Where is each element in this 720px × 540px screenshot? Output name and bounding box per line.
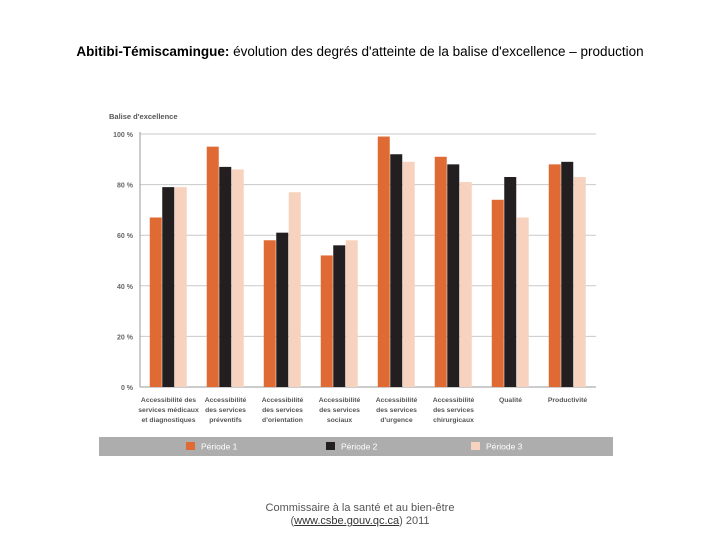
legend-label: Période 1 <box>201 442 238 452</box>
x-tick-label-line: Accessibilité <box>376 397 418 404</box>
bar <box>548 164 561 387</box>
bar <box>276 232 289 387</box>
bar <box>402 161 415 387</box>
bar <box>149 217 162 387</box>
x-tick-label-line: des services <box>376 407 417 414</box>
bar <box>573 177 586 387</box>
x-tick-label: Accessibilité des services préventifs <box>205 397 247 424</box>
page-title: Abitibi-Témiscamingue: évolution des deg… <box>0 44 720 59</box>
footer: Commissaire à la santé et au bien-être (… <box>0 502 720 528</box>
bar <box>434 156 447 387</box>
bar <box>447 164 460 387</box>
page-title-description: évolution des degrés d'atteinte de la ba… <box>229 44 644 59</box>
x-tick-label-line: d'urgence <box>380 417 412 424</box>
y-tick-label: 80 % <box>117 183 134 190</box>
legend-background <box>99 437 613 456</box>
legend-swatch <box>326 442 335 450</box>
bar <box>231 169 244 387</box>
x-tick-label-line: Accessibilité des <box>141 397 196 404</box>
footer-paren: ( <box>290 515 295 527</box>
bar <box>288 192 301 387</box>
x-tick-label-line: Accessibilité <box>205 397 247 404</box>
bar-chart-svg: Balise d'excellence 0 % 20 % 40 % 60 % 80 % 10… <box>99 112 613 456</box>
bar <box>504 177 517 387</box>
x-tick-label: Accessibilité des services sociaux <box>319 397 361 424</box>
bar <box>219 166 232 387</box>
footer-link[interactable]: www.csbe.gouv.qc.ca <box>294 515 400 527</box>
legend-swatch <box>471 442 480 450</box>
x-tick-label-line: Productivité <box>548 397 587 404</box>
legend-label: Période 2 <box>341 442 378 452</box>
x-tick-label-line: des services <box>205 407 246 414</box>
x-tick-label-line: Accessibilité <box>433 397 475 404</box>
x-tick-label-line: services médicaux <box>138 407 199 414</box>
x-tick-label-line: des services <box>262 407 303 414</box>
x-tick-label: Productivité <box>548 397 587 404</box>
x-tick-label-line: des services <box>433 407 474 414</box>
bar-chart: Balise d'excellence 0 % 20 % 40 % 60 % 80 % 10… <box>99 104 613 456</box>
x-tick-label: Accessibilité des services d'urgence <box>376 397 418 424</box>
x-tick-label-line: des services <box>319 407 360 414</box>
x-tick-label-line: préventifs <box>209 417 242 424</box>
y-tick-label: 0 % <box>121 385 134 392</box>
x-tick-label-line: et diagnostiques <box>141 417 195 424</box>
x-tick-label: Accessibilité des services d'orientation <box>262 397 304 424</box>
legend-label: Période 3 <box>486 442 523 452</box>
y-tick-label: 20 % <box>117 334 134 341</box>
legend-swatch <box>186 442 195 450</box>
bar <box>390 154 403 387</box>
bar <box>206 146 219 387</box>
y-tick-label: 60 % <box>117 233 134 240</box>
x-tick-label: Accessibilité des services médicaux et dia… <box>138 397 199 424</box>
bar <box>345 240 358 387</box>
x-tick-label-line: sociaux <box>327 417 353 424</box>
bar <box>263 240 276 387</box>
x-tick-label: Qualité <box>499 397 522 404</box>
bar <box>516 217 529 387</box>
bar <box>561 161 574 387</box>
y-tick-label: 40 % <box>117 284 134 291</box>
x-tick-label-line: d'orientation <box>262 417 303 424</box>
footer-citation: (www.csbe.gouv.qc.ca) 2011 <box>0 515 720 528</box>
footer-year: ) 2011 <box>399 515 430 527</box>
footer-source: Commissaire à la santé et au bien-être <box>265 502 455 514</box>
x-tick-label: Accessibilité des services chirurgicaux <box>433 397 475 424</box>
y-axis-title: Balise d'excellence <box>109 112 178 121</box>
bar <box>459 182 472 387</box>
y-tick-label: 100 % <box>113 132 134 139</box>
bar <box>174 187 187 387</box>
x-tick-label-line: Accessibilité <box>319 397 361 404</box>
x-tick-label-line: Qualité <box>499 397 522 404</box>
bar <box>333 245 346 387</box>
bar <box>162 187 175 387</box>
x-tick-label-line: chirurgicaux <box>433 417 474 424</box>
bar <box>491 199 504 387</box>
page-title-region: Abitibi-Témiscamingue: <box>76 44 230 59</box>
x-tick-label-line: Accessibilité <box>262 397 304 404</box>
bar <box>377 136 390 387</box>
bar <box>320 255 333 387</box>
